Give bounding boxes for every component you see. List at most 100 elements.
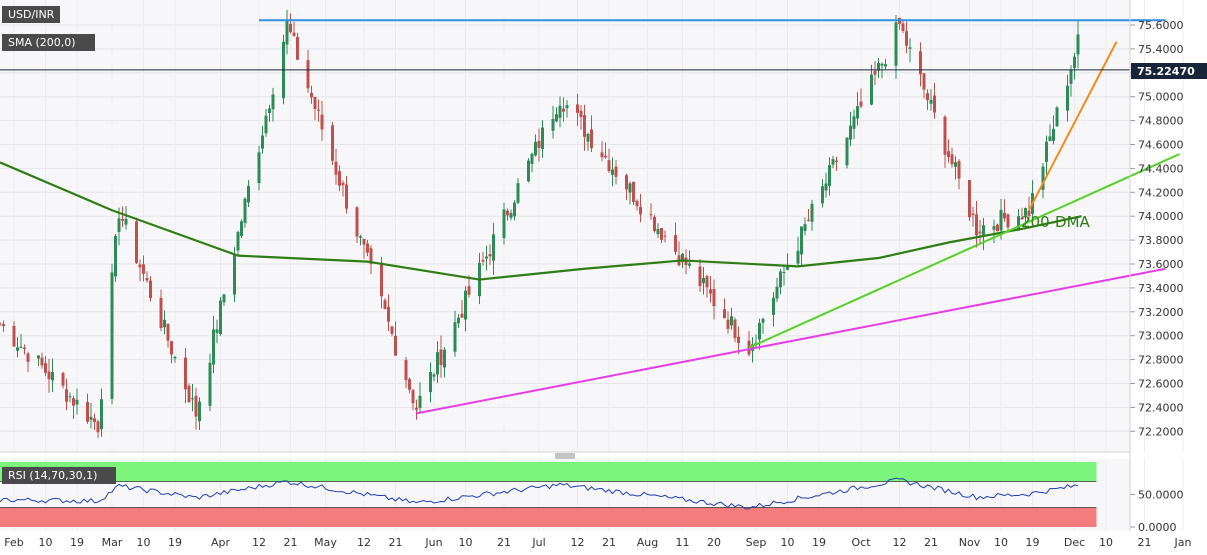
candle-body [901,23,905,31]
candle-body [341,182,345,186]
time-tick-label: 12 [571,536,585,549]
price-tick-label: 73.4000 [1138,282,1184,295]
candle-body [89,416,93,420]
candle-body [726,319,730,329]
price-grid [0,0,1184,531]
candle-body [271,94,275,110]
candle-body [775,286,779,299]
candle-body [786,266,789,270]
candle-body [1041,166,1045,190]
candle-body [709,289,712,294]
candle-body [313,96,317,109]
price-tick-label: 73.6000 [1138,258,1184,271]
candle-body [198,401,201,422]
candle-body [663,235,667,237]
candle-body [600,152,604,158]
pane-resize-handle[interactable] [555,453,575,459]
candle-body [845,137,849,166]
price-candles [0,9,1080,438]
candle-body [436,352,439,375]
time-tick-label: Jun [424,536,442,549]
candle-body [877,62,880,71]
candle-body [457,317,460,324]
candle-body [170,341,173,355]
candle-body [978,231,982,234]
candle-body [1048,136,1052,141]
candle-body [114,235,117,277]
candle-body [187,385,191,403]
candle-body [761,318,765,323]
candle-body [366,243,369,253]
candle-body [215,329,219,333]
price-tick-label: 73.2000 [1138,306,1184,319]
candle-body [534,141,537,156]
candle-body [730,316,733,326]
rsi-tick-label: 50.0000 [1138,489,1184,502]
candle-body [604,155,607,158]
candle-body [460,313,464,318]
candle-body [583,115,586,137]
candle-body [310,92,313,98]
price-tick-label: 74.2000 [1138,186,1184,199]
symbol-tag[interactable]: USD/INR [2,6,61,23]
candle-body [565,105,569,109]
candle-body [481,259,485,262]
candle-body [12,325,16,347]
candle-body [996,224,999,232]
time-tick-label: Oct [851,536,871,549]
dma-label: 200-DMA [1021,213,1091,231]
price-tick-label: 74.4000 [1138,162,1184,175]
candle-body [681,253,684,263]
candle-body [926,93,929,101]
candle-body [1073,56,1076,68]
candle-body [859,101,863,107]
price-pane-background [0,0,1130,452]
candle-body [306,60,310,89]
candle-body [212,329,215,365]
candle-body [387,306,390,322]
candle-body [51,372,54,381]
candle-body [236,231,240,251]
candle-body [19,346,23,348]
time-tick-label: 20 [707,536,721,549]
candle-body [908,47,912,49]
price-tick-label: 75.0000 [1138,91,1184,104]
candle-body [576,104,579,113]
candle-body [870,74,873,105]
candle-body [810,203,814,222]
candle-body [418,395,422,408]
candle-body [390,326,394,334]
sma-tag[interactable]: SMA (200,0) [2,34,95,51]
candle-body [65,389,68,402]
candle-body [933,95,936,113]
candle-body [758,322,761,340]
candle-body [635,200,639,207]
candle-body [257,152,261,183]
price-tick-label: 72.6000 [1138,378,1184,391]
candle-body [943,116,947,155]
candle-body [243,198,247,223]
candle-body [705,276,709,288]
candle-body [124,218,128,225]
time-tick-label: 21 [284,536,298,549]
time-tick-label: Feb [4,536,23,549]
candle-body [145,278,149,281]
rsi-line [0,477,1079,510]
rsi-tag[interactable]: RSI (14,70,30,1) [2,467,116,484]
candle-body [492,234,495,261]
candle-body [968,180,971,218]
time-tick-label: 21 [389,536,403,549]
candle-body [779,271,782,288]
candle-body [919,51,922,75]
candle-body [61,372,65,386]
candle-body [1066,85,1069,111]
candle-body [383,300,387,310]
candle-body [800,226,803,255]
candle-body [782,272,786,274]
time-tick-label: Jan [1174,536,1192,549]
candle-body [803,224,807,232]
candle-body [138,264,142,268]
candle-body [415,407,418,410]
time-tick-label: 21 [1138,536,1152,549]
sma-200-line [0,161,1082,281]
